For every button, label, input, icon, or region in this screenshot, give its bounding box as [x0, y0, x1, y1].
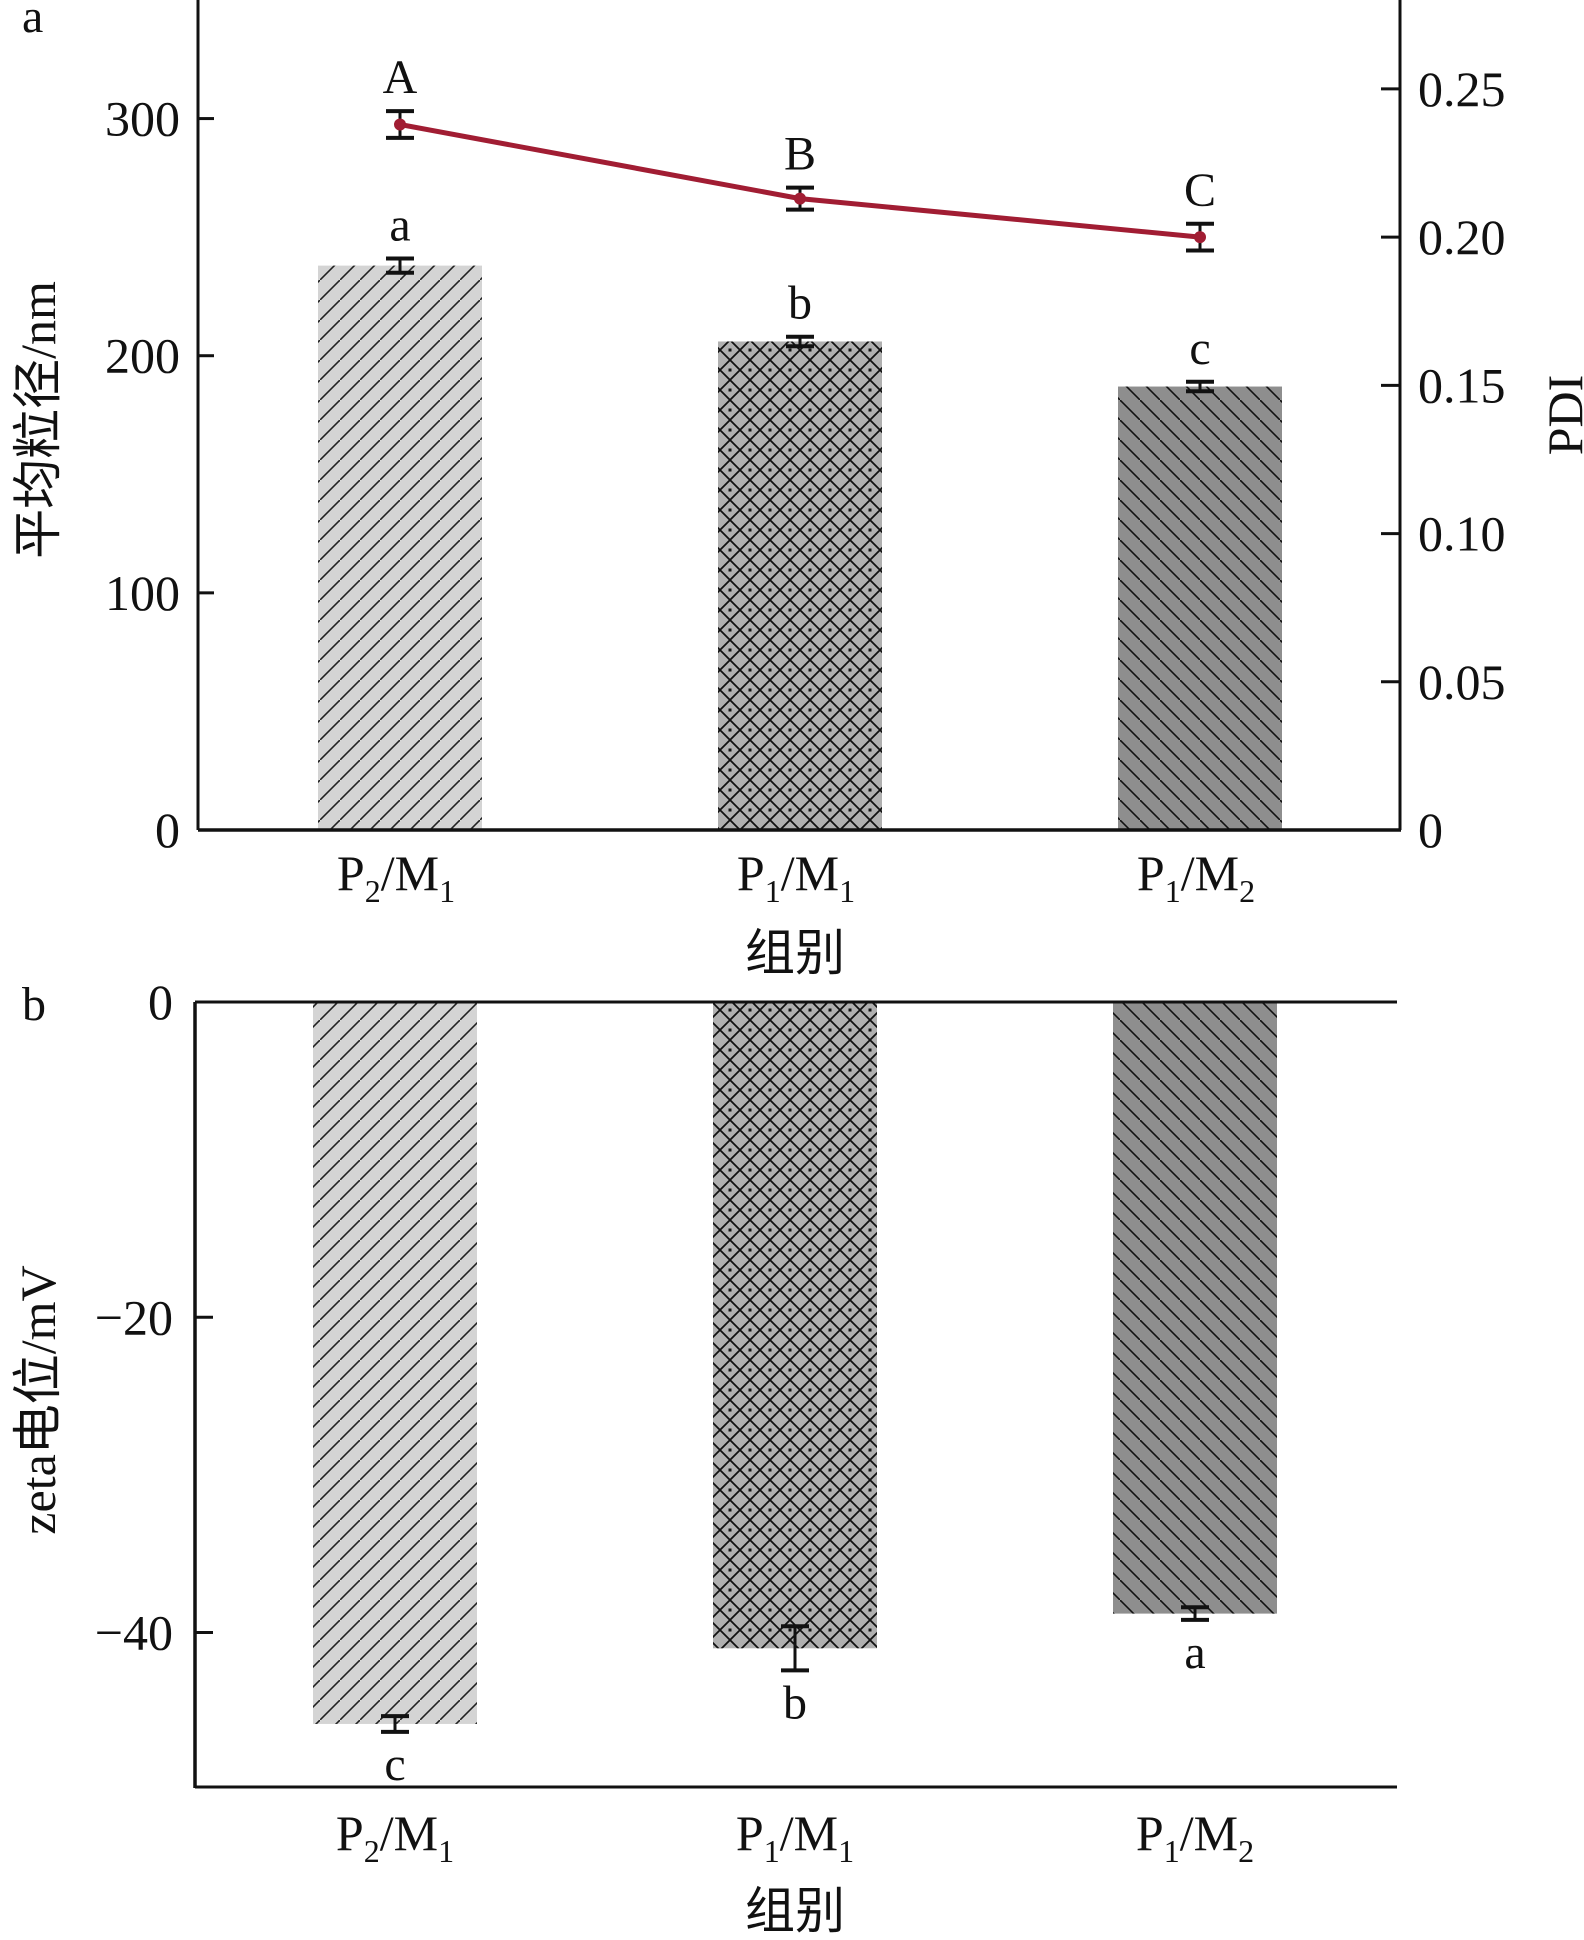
category-p_sub: 2 [365, 873, 381, 909]
category-m: /M [381, 845, 439, 901]
category-m_sub: 1 [839, 873, 855, 909]
tick-label: 0 [148, 974, 173, 1030]
bar-1 [313, 1002, 477, 1724]
panel-b-zeta-potential: b cba 0−20−40 P2/M1 P1/M1 P1/M2 zeta电位/mV … [10, 974, 1397, 1939]
category-p: P [1137, 845, 1165, 901]
category-m: /M [780, 1805, 838, 1861]
panel-label-a: a [22, 0, 43, 43]
category-m: /M [781, 845, 839, 901]
x-category-label: P1/M1 [737, 845, 855, 909]
bar-3 [1113, 1002, 1277, 1614]
y-axis-title-left-a: 平均粒径/nm [10, 281, 66, 559]
category-p_sub: 1 [765, 873, 781, 909]
x-category-labels-b: P2/M1 P1/M1 P1/M2 [336, 1805, 1254, 1869]
pdi-significance-label: A [383, 51, 418, 104]
x-category-label: P2/M1 [336, 1805, 454, 1869]
right-tick-label: 0.15 [1418, 357, 1506, 413]
y-axis-title-right-a: PDI [1537, 375, 1584, 456]
bar-significance-label: b [783, 1676, 807, 1729]
right-tick-label: 0.20 [1418, 209, 1506, 265]
pdi-line-series: A B C [383, 51, 1216, 253]
category-m_sub: 1 [438, 1833, 454, 1869]
left-y-ticks-a: 0 100 200 300 [105, 91, 214, 858]
category-m: /M [1180, 1805, 1238, 1861]
right-tick-label: 0.10 [1418, 506, 1506, 562]
category-p: P [736, 1805, 764, 1861]
pdi-significance-label: C [1184, 164, 1216, 217]
bar-significance-label: a [389, 198, 410, 251]
category-m_sub: 2 [1239, 873, 1255, 909]
bar-3 [1118, 386, 1282, 830]
category-p_sub: 1 [764, 1833, 780, 1869]
x-axis-title-a: 组别 [745, 925, 845, 981]
x-category-label: P1/M1 [736, 1805, 854, 1869]
x-category-labels-a: P2/M1 P1/M1 P1/M2 [337, 845, 1255, 909]
x-axis-title-b: 组别 [745, 1883, 845, 1939]
tick-label: −40 [95, 1605, 173, 1661]
x-category-label: P2/M1 [337, 845, 455, 909]
category-m: /M [1181, 845, 1239, 901]
x-category-label: P1/M2 [1136, 1805, 1254, 1869]
bar-significance-label: c [1189, 322, 1210, 375]
tick-label: −20 [95, 1289, 173, 1345]
category-m_sub: 1 [439, 873, 455, 909]
y-ticks-b: 0 −20 −40 [95, 974, 213, 1661]
left-tick-label: 100 [105, 565, 180, 621]
category-p: P [737, 845, 765, 901]
right-tick-label: 0.05 [1418, 654, 1506, 710]
particle-size-bars: a b c [318, 198, 1282, 831]
bar-significance-label: c [384, 1738, 405, 1791]
right-tick-label: 0.25 [1418, 61, 1506, 117]
category-p: P [336, 1805, 364, 1861]
left-tick-label: 200 [105, 328, 180, 384]
panel-label-b: b [22, 978, 46, 1031]
category-m_sub: 2 [1238, 1833, 1254, 1869]
pdi-point-2 [794, 192, 806, 205]
category-m_sub: 1 [838, 1833, 854, 1869]
pdi-point-1 [394, 118, 406, 131]
right-tick-label: 0 [1418, 802, 1443, 858]
bar-2 [718, 341, 882, 830]
bar-significance-label: a [1184, 1626, 1205, 1679]
right-y-ticks-a: 0 0.05 0.10 0.15 0.20 0.25 [1381, 61, 1506, 858]
pdi-significance-label: B [784, 128, 816, 181]
zeta-potential-bars: c b a [313, 1002, 1277, 1791]
left-tick-label: 0 [155, 802, 180, 858]
category-p: P [337, 845, 365, 901]
y-axis-title-b: zeta电位/mV [10, 1265, 66, 1534]
category-m: /M [380, 1805, 438, 1861]
left-tick-label: 300 [105, 91, 180, 147]
category-p_sub: 1 [1165, 873, 1181, 909]
panel-a-particle-size-pdi: a a b c A B C 0 100 200 300 0 0.05 0.10 0.15 0.20 0.… [10, 0, 1584, 981]
category-p_sub: 1 [1164, 1833, 1180, 1869]
category-p_sub: 2 [364, 1833, 380, 1869]
bar-2 [713, 1002, 877, 1649]
category-p: P [1136, 1805, 1164, 1861]
bar-1 [318, 265, 482, 831]
bar-significance-label: b [788, 277, 812, 330]
pdi-point-3 [1194, 231, 1206, 244]
x-category-label: P1/M2 [1137, 845, 1255, 909]
